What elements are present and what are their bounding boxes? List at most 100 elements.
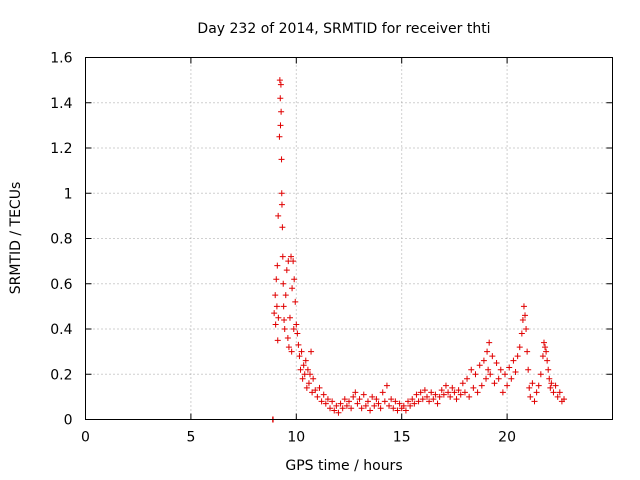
data-point (346, 398, 352, 405)
data-point (426, 398, 433, 405)
data-point (301, 371, 308, 378)
data-point (358, 405, 365, 412)
data-point (512, 368, 519, 375)
data-point (275, 212, 282, 219)
data-point (455, 387, 462, 394)
data-point (461, 389, 468, 396)
data-point (546, 375, 553, 382)
data-point (278, 201, 285, 208)
data-point (375, 400, 382, 407)
data-point (485, 366, 492, 373)
data-point (276, 133, 283, 140)
chart-title: Day 232 of 2014, SRMTID for receiver tht… (197, 21, 490, 37)
data-point (278, 108, 285, 115)
data-point (388, 396, 395, 403)
y-tick-label: 1.2 (50, 141, 72, 157)
data-point (282, 292, 289, 299)
data-point (545, 366, 552, 373)
data-point (305, 380, 312, 387)
data-point (524, 348, 531, 355)
data-point (504, 382, 511, 389)
data-points (269, 77, 568, 423)
data-point (277, 95, 284, 102)
data-point (540, 339, 547, 346)
y-tick-label: 1 (64, 186, 73, 202)
data-point (379, 389, 386, 396)
data-point (283, 267, 290, 274)
data-point (464, 375, 471, 382)
data-point (396, 400, 403, 407)
data-point (419, 396, 426, 403)
data-point (339, 405, 346, 412)
data-point (421, 387, 428, 394)
data-point (362, 402, 369, 409)
data-point (413, 391, 420, 398)
data-point (273, 303, 280, 310)
data-point (343, 402, 350, 409)
data-point (303, 384, 310, 391)
data-point (436, 393, 443, 400)
data-point (280, 303, 287, 310)
data-point (335, 409, 342, 416)
data-point (539, 353, 546, 360)
data-point (459, 380, 466, 387)
data-point (390, 405, 397, 412)
data-point (487, 371, 494, 378)
data-point (447, 393, 454, 400)
data-point (402, 407, 409, 414)
data-point (289, 285, 296, 292)
data-point (497, 366, 504, 373)
data-point (350, 393, 357, 400)
data-point (523, 326, 530, 332)
y-tick-label: 1.4 (50, 96, 72, 112)
data-point (520, 303, 527, 310)
data-point (501, 371, 508, 378)
data-point (525, 366, 532, 373)
data-point (415, 398, 422, 405)
data-point (430, 396, 437, 403)
data-point (290, 326, 297, 332)
data-point (279, 253, 286, 260)
data-point (281, 316, 288, 323)
data-point (544, 357, 551, 364)
data-point (440, 391, 447, 398)
x-tick-label: 0 (81, 430, 90, 446)
data-point (510, 357, 517, 364)
data-point (476, 362, 483, 369)
data-point (364, 398, 371, 405)
data-point (307, 371, 314, 378)
data-point (293, 321, 300, 328)
data-point (272, 292, 279, 299)
data-point (411, 400, 418, 407)
data-point (373, 396, 380, 403)
data-point (394, 407, 401, 414)
data-point (277, 81, 284, 88)
data-point (518, 330, 525, 337)
data-point (514, 353, 521, 360)
data-point (535, 382, 542, 389)
data-point (542, 344, 549, 351)
data-point (276, 77, 283, 84)
data-point (457, 391, 464, 398)
data-point (291, 276, 298, 283)
data-point (354, 400, 361, 407)
data-point (543, 348, 550, 355)
data-point (271, 310, 278, 317)
data-point (499, 389, 506, 396)
data-point (302, 357, 309, 364)
data-point (400, 402, 407, 409)
data-point (405, 398, 412, 405)
data-point (329, 398, 336, 405)
data-point (310, 375, 317, 382)
data-point (278, 190, 285, 197)
data-point (320, 391, 327, 398)
grid-layer (85, 57, 613, 420)
data-point (279, 224, 286, 231)
data-point (377, 405, 384, 412)
data-point (432, 391, 439, 398)
x-tick-label: 10 (287, 430, 305, 446)
data-point (474, 389, 481, 396)
data-point (537, 371, 544, 378)
data-point (519, 316, 526, 323)
data-point (491, 380, 498, 387)
